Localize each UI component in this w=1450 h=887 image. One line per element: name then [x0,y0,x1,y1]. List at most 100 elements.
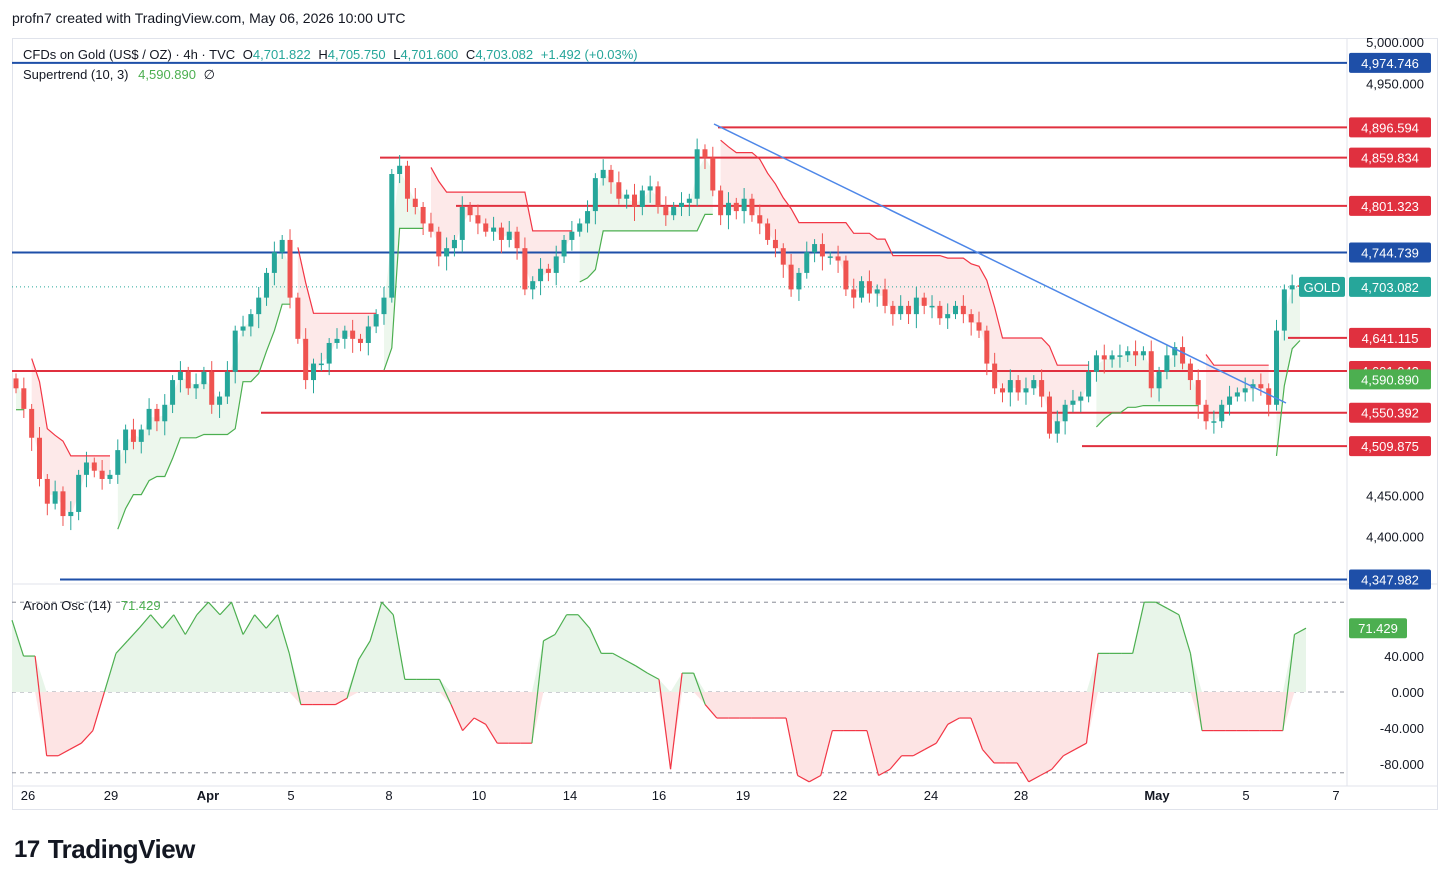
symbol-tag [1299,276,1345,297]
candle-body [1172,347,1178,356]
candle-body [201,371,207,385]
svg-text:Aroon Osc (14) 71.429: Aroon Osc (14) 71.429 [23,598,161,613]
candle-body [467,206,473,216]
aroon-line-segment [554,614,568,635]
candle-body [686,198,692,203]
candle-body [224,371,230,397]
candle-body [287,239,293,298]
candle-body [256,297,262,315]
level-price-tag [1349,402,1431,423]
candle-body [992,363,998,389]
candle-body [647,186,653,191]
aroon-line-segment [381,601,394,616]
candle-body [44,478,50,504]
aroon-line-segment [820,730,833,776]
candle-body [804,252,810,273]
tradingview-logo[interactable]: 17 TradingView [14,834,195,865]
aroon-line-segment [196,601,209,616]
candle-body [498,227,504,240]
aroon-line-segment [647,672,660,680]
candle-body [154,408,160,422]
candle-body [459,206,465,240]
candle-body [311,363,317,381]
level-price-label: 4,550.392 [1361,406,1419,421]
candle-body [718,190,724,216]
candle-body [890,305,896,315]
aroon-line-segment [704,704,718,719]
supertrend-down-line [1205,354,1269,366]
aroon-line-segment [924,742,937,750]
time-tick-label: 29 [104,788,118,803]
supertrend-line-layer [16,139,1301,530]
candle-body [976,322,982,331]
time-tick-label: 7 [1332,788,1339,803]
aroon-line-segment [912,748,926,757]
time-tick-label: Apr [197,788,219,803]
aroon-label: Aroon Osc (14) [23,598,111,613]
candle-body [545,268,551,273]
price-tick-label: 4,400.000 [1366,530,1424,545]
candle-body [350,330,356,339]
candle-body [1086,371,1092,397]
descending-trendline[interactable] [713,123,1287,404]
supertrend-fill [31,358,111,516]
aroon-line-segment [277,614,290,654]
legend-low: 4,701.600 [400,47,458,62]
candle-body [671,206,677,216]
time-tick-label: 5 [287,788,294,803]
time-tick-label: 16 [652,788,666,803]
aroon-tick-label: -40.000 [1380,721,1424,736]
candle-body [1031,380,1037,389]
candle-body [1242,388,1248,393]
level-price-tag [1349,52,1431,73]
candle-body [1187,363,1193,381]
supertrend-up-line [1275,340,1301,456]
aroon-line-segment [450,704,464,731]
candle-body [373,314,379,327]
candle-body [655,186,661,207]
candle-body [819,244,825,257]
time-tick-label: 19 [736,788,750,803]
aroon-tick-label: -80.000 [1380,757,1424,772]
candle-body [1054,421,1060,434]
candle-body [146,408,152,430]
candle-body [334,338,340,343]
aroon-line-segment [184,614,198,635]
candle-body [859,281,865,298]
aroon-line-segment [161,614,175,629]
symbol-legend: CFDs on Gold (US$ / OZ) · 4h · TVC O4,70… [23,47,638,613]
symbol-tag-label: GOLD [1304,280,1341,295]
price-axis: 4,974.746 4,896.594 4,859.834 4,801.323 4,74… [1299,35,1431,590]
candle-body [303,338,309,381]
aroon-line-segment [531,640,545,744]
candle-body [1007,380,1013,393]
level-price-label: 4,801.323 [1361,199,1419,214]
candle-body [232,330,238,372]
aroon-tick-label: 40.000 [1384,649,1424,664]
aroon-line-segment [392,614,406,680]
candle-body [866,281,872,294]
candle-body [639,190,645,207]
svg-text:CFDs on Gold (US$ / OZ) · 4h ·: CFDs on Gold (US$ / OZ) · 4h · TVC O4,70… [23,47,638,62]
level-price-tag [1349,569,1431,590]
candle-body [162,404,168,422]
candle-body [678,202,684,207]
candle-body [694,149,700,199]
level-price-label: 4,896.594 [1361,120,1419,135]
candle-body [326,342,332,364]
candle-body [882,289,888,306]
candle-body [600,169,606,179]
aroon-line-segment [335,697,348,706]
candle-body [906,305,912,315]
candle-body [632,194,638,207]
candle-body [733,202,739,212]
aroon-line-segment [889,755,903,770]
candle-body [36,437,42,479]
candle-body [271,252,277,273]
candle-body [929,305,935,308]
candle-body [796,272,802,290]
candle-body [1070,400,1076,405]
candle-body [1125,351,1131,356]
supertrend-down-line [297,247,377,314]
